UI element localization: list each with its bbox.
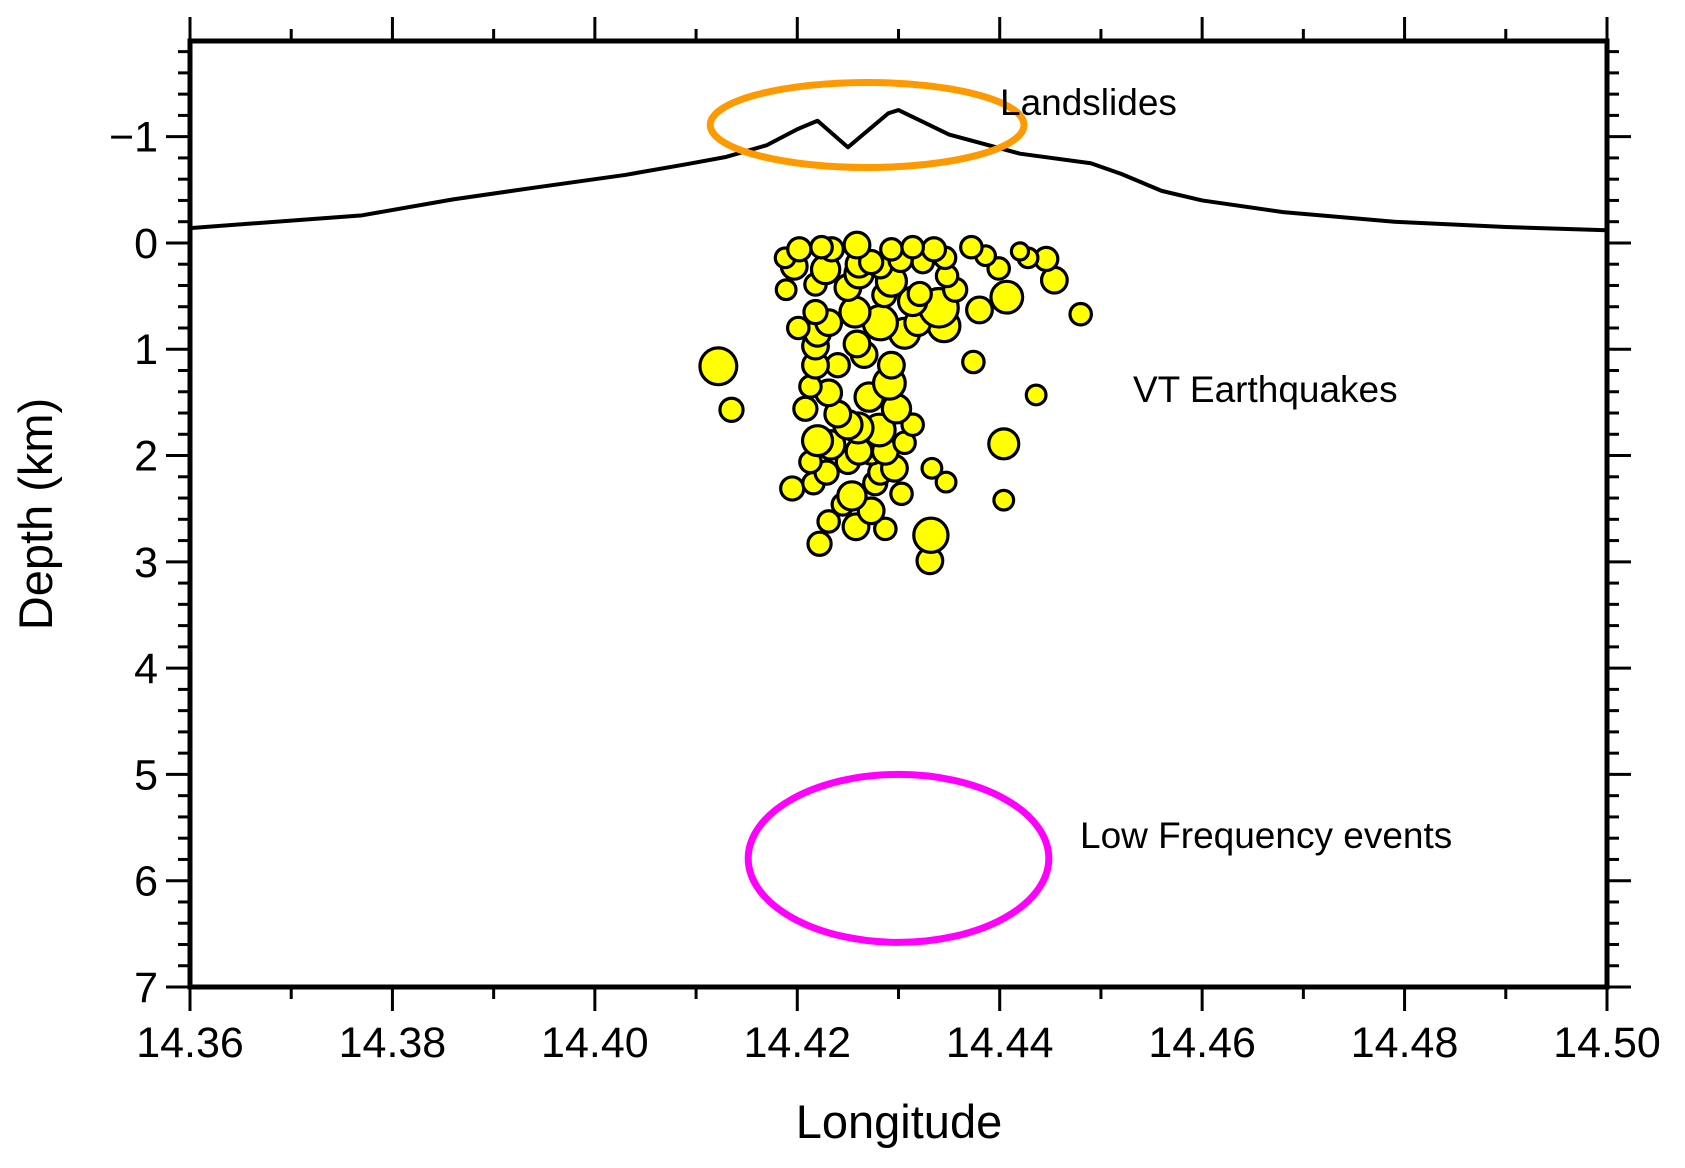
plot-area: [189, 78, 1608, 946]
low-frequency-ellipse: [744, 770, 1053, 946]
x-axis-title: Longitude: [796, 1095, 1002, 1148]
earthquake-marker: [842, 230, 872, 260]
earthquake-marker: [785, 315, 811, 341]
earthquake-marker: [992, 488, 1016, 512]
earthquake-marker: [912, 516, 950, 554]
y-tick-label: 3: [134, 539, 158, 587]
earthquake-marker: [774, 278, 798, 302]
earthquake-marker: [965, 295, 994, 325]
x-tick-label: 14.48: [1351, 1019, 1459, 1067]
plot-frame: [187, 38, 1610, 990]
annotation-vt-earthquakes: VT Earthquakes: [1133, 369, 1398, 410]
y-tick-labels: −1 0 1 2 3 4 5 6 7: [109, 114, 158, 1012]
earthquake-marker: [989, 279, 1025, 315]
earthquake-marker: [836, 480, 868, 512]
x-tick-label: 14.46: [1148, 1019, 1256, 1067]
y-tick-label: 2: [134, 433, 158, 481]
earthquake-marker: [987, 427, 1021, 461]
earthquake-marker: [1024, 383, 1048, 407]
earthquake-marker: [786, 236, 813, 263]
x-tick-label: 14.36: [136, 1019, 244, 1067]
earthquake-markers: [698, 230, 1093, 576]
topography-line: [189, 108, 1608, 233]
earthquake-marker: [920, 236, 948, 263]
x-tick-label: 14.50: [1553, 1019, 1661, 1067]
x-tick-label: 14.42: [743, 1019, 851, 1067]
y-tick-label: 5: [134, 751, 158, 799]
earthquake-marker: [718, 396, 745, 423]
x-tick-label: 14.44: [946, 1019, 1054, 1067]
earthquake-marker: [802, 298, 829, 326]
y-tick-label: 1: [134, 326, 158, 374]
earthquake-marker: [779, 475, 806, 502]
earthquake-marker: [879, 237, 904, 262]
earthquake-marker: [816, 509, 841, 534]
earthquake-marker: [1009, 241, 1031, 262]
earthquake-marker: [873, 516, 898, 542]
earthquake-marker: [959, 234, 984, 260]
annotation-landslides: Landslides: [1000, 82, 1177, 123]
x-tick-labels: 14.36 14.38 14.40 14.42 14.44 14.46 14.48 14.50: [136, 1019, 1661, 1067]
earthquake-marker: [906, 280, 933, 308]
earthquake-marker: [809, 234, 834, 260]
y-tick-label: 6: [134, 858, 158, 906]
y-tick-label: 4: [134, 645, 158, 693]
y-axis-title: Depth (km): [9, 398, 62, 630]
landslides-ellipse: [706, 78, 1028, 171]
earthquake-marker: [876, 350, 906, 380]
earthquake-marker: [920, 456, 944, 480]
earthquake-marker: [1068, 301, 1093, 327]
y-tick-label: −1: [109, 114, 158, 162]
earthquake-marker: [961, 349, 986, 375]
annotation-low-frequency: Low Frequency events: [1080, 815, 1452, 856]
x-tick-label: 14.40: [541, 1019, 649, 1067]
earthquake-marker: [842, 329, 872, 359]
earthquake-marker: [934, 470, 958, 494]
earthquake-marker: [806, 530, 833, 557]
y-tick-label: 7: [134, 964, 158, 1012]
y-tick-label: 0: [134, 220, 158, 268]
earthquake-marker: [889, 481, 914, 507]
x-tick-label: 14.38: [339, 1019, 447, 1067]
earthquake-marker: [800, 424, 835, 458]
earthquake-marker: [792, 395, 819, 422]
earthquake-marker: [900, 234, 925, 260]
earthquake-marker: [698, 346, 739, 387]
